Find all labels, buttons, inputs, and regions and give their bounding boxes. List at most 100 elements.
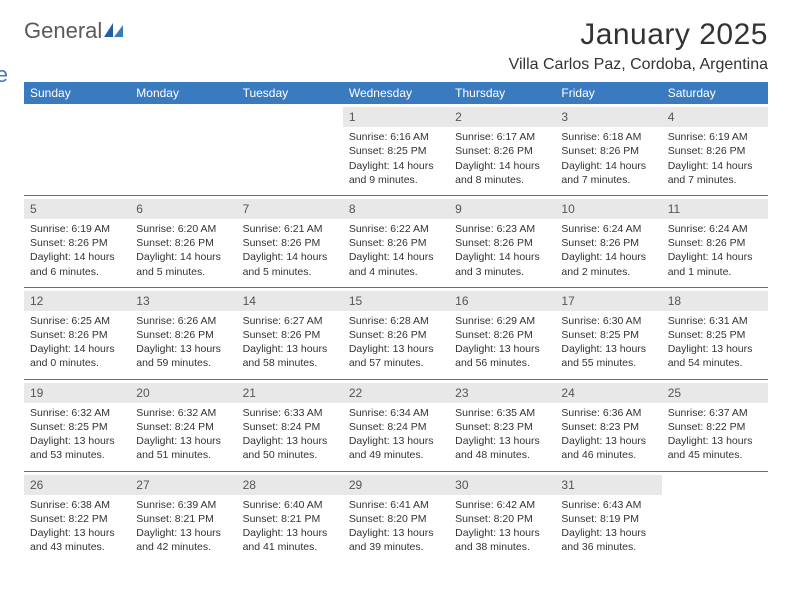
day-cell: 8Sunrise: 6:22 AMSunset: 8:26 PMDaylight…	[343, 196, 449, 287]
sunset-text: Sunset: 8:26 PM	[455, 328, 549, 342]
sunrise-text: Sunrise: 6:25 AM	[30, 314, 124, 328]
daylight-text-1: Daylight: 13 hours	[136, 342, 230, 356]
daylight-text-2: and 39 minutes.	[349, 540, 443, 554]
dow-cell: Wednesday	[343, 82, 449, 104]
day-number: 10	[555, 199, 661, 219]
daylight-text-2: and 2 minutes.	[561, 265, 655, 279]
day-number: 3	[555, 107, 661, 127]
daylight-text-1: Daylight: 13 hours	[30, 434, 124, 448]
daylight-text-2: and 58 minutes.	[243, 356, 337, 370]
day-number: 26	[24, 475, 130, 495]
daylight-text-1: Daylight: 14 hours	[30, 250, 124, 264]
sunrise-text: Sunrise: 6:39 AM	[136, 498, 230, 512]
day-number: 14	[237, 291, 343, 311]
header-row: General Blue January 2025 Villa Carlos P…	[24, 18, 768, 74]
day-cell: 23Sunrise: 6:35 AMSunset: 8:23 PMDayligh…	[449, 380, 555, 471]
daylight-text-1: Daylight: 13 hours	[455, 342, 549, 356]
sunrise-text: Sunrise: 6:40 AM	[243, 498, 337, 512]
sunset-text: Sunset: 8:24 PM	[349, 420, 443, 434]
day-number: 13	[130, 291, 236, 311]
sunset-text: Sunset: 8:26 PM	[136, 328, 230, 342]
daylight-text-1: Daylight: 13 hours	[349, 342, 443, 356]
sunrise-text: Sunrise: 6:34 AM	[349, 406, 443, 420]
day-cell: 6Sunrise: 6:20 AMSunset: 8:26 PMDaylight…	[130, 196, 236, 287]
daylight-text-1: Daylight: 13 hours	[561, 342, 655, 356]
daylight-text-2: and 1 minute.	[668, 265, 762, 279]
daylight-text-1: Daylight: 13 hours	[455, 526, 549, 540]
brand-logo: General Blue	[24, 18, 125, 70]
daylight-text-1: Daylight: 13 hours	[243, 342, 337, 356]
daylight-text-1: Daylight: 14 hours	[349, 159, 443, 173]
sunrise-text: Sunrise: 6:24 AM	[668, 222, 762, 236]
sunset-text: Sunset: 8:26 PM	[136, 236, 230, 250]
daylight-text-2: and 3 minutes.	[455, 265, 549, 279]
week-row: 5Sunrise: 6:19 AMSunset: 8:26 PMDaylight…	[24, 195, 768, 287]
day-cell: 24Sunrise: 6:36 AMSunset: 8:23 PMDayligh…	[555, 380, 661, 471]
dow-cell: Saturday	[662, 82, 768, 104]
daylight-text-1: Daylight: 14 hours	[455, 250, 549, 264]
sunset-text: Sunset: 8:25 PM	[668, 328, 762, 342]
sunset-text: Sunset: 8:26 PM	[561, 144, 655, 158]
day-cell: 4Sunrise: 6:19 AMSunset: 8:26 PMDaylight…	[662, 104, 768, 195]
empty-cell: .	[24, 104, 130, 195]
sunrise-text: Sunrise: 6:41 AM	[349, 498, 443, 512]
day-number: 23	[449, 383, 555, 403]
sunset-text: Sunset: 8:26 PM	[668, 144, 762, 158]
daylight-text-2: and 57 minutes.	[349, 356, 443, 370]
day-number: 4	[662, 107, 768, 127]
sunset-text: Sunset: 8:26 PM	[30, 328, 124, 342]
dow-cell: Tuesday	[237, 82, 343, 104]
sunrise-text: Sunrise: 6:24 AM	[561, 222, 655, 236]
daylight-text-2: and 38 minutes.	[455, 540, 549, 554]
daylight-text-2: and 8 minutes.	[455, 173, 549, 187]
day-number: 7	[237, 199, 343, 219]
daylight-text-2: and 53 minutes.	[30, 448, 124, 462]
sunrise-text: Sunrise: 6:36 AM	[561, 406, 655, 420]
sunset-text: Sunset: 8:21 PM	[136, 512, 230, 526]
empty-cell: .	[237, 104, 343, 195]
sunrise-text: Sunrise: 6:19 AM	[668, 130, 762, 144]
sunrise-text: Sunrise: 6:17 AM	[455, 130, 549, 144]
daylight-text-2: and 36 minutes.	[561, 540, 655, 554]
empty-cell: .	[130, 104, 236, 195]
day-number: 29	[343, 475, 449, 495]
weeks-container: ...1Sunrise: 6:16 AMSunset: 8:25 PMDayli…	[24, 104, 768, 562]
daylight-text-1: Daylight: 13 hours	[349, 526, 443, 540]
day-cell: 11Sunrise: 6:24 AMSunset: 8:26 PMDayligh…	[662, 196, 768, 287]
sunrise-text: Sunrise: 6:26 AM	[136, 314, 230, 328]
month-title: January 2025	[509, 18, 768, 52]
day-cell: 28Sunrise: 6:40 AMSunset: 8:21 PMDayligh…	[237, 472, 343, 563]
day-cell: 2Sunrise: 6:17 AMSunset: 8:26 PMDaylight…	[449, 104, 555, 195]
day-cell: 21Sunrise: 6:33 AMSunset: 8:24 PMDayligh…	[237, 380, 343, 471]
sunset-text: Sunset: 8:26 PM	[30, 236, 124, 250]
sunset-text: Sunset: 8:25 PM	[349, 144, 443, 158]
daylight-text-2: and 6 minutes.	[30, 265, 124, 279]
day-of-week-header: SundayMondayTuesdayWednesdayThursdayFrid…	[24, 82, 768, 104]
sunset-text: Sunset: 8:26 PM	[243, 236, 337, 250]
daylight-text-2: and 54 minutes.	[668, 356, 762, 370]
daylight-text-1: Daylight: 14 hours	[668, 250, 762, 264]
sunset-text: Sunset: 8:22 PM	[668, 420, 762, 434]
daylight-text-2: and 49 minutes.	[349, 448, 443, 462]
day-number: 15	[343, 291, 449, 311]
calendar-page: General Blue January 2025 Villa Carlos P…	[0, 0, 792, 562]
daylight-text-1: Daylight: 13 hours	[455, 434, 549, 448]
daylight-text-1: Daylight: 13 hours	[30, 526, 124, 540]
day-cell: 1Sunrise: 6:16 AMSunset: 8:25 PMDaylight…	[343, 104, 449, 195]
daylight-text-2: and 7 minutes.	[561, 173, 655, 187]
daylight-text-2: and 46 minutes.	[561, 448, 655, 462]
daylight-text-2: and 45 minutes.	[668, 448, 762, 462]
week-row: 26Sunrise: 6:38 AMSunset: 8:22 PMDayligh…	[24, 471, 768, 563]
day-number: 11	[662, 199, 768, 219]
sunset-text: Sunset: 8:25 PM	[561, 328, 655, 342]
day-cell: 13 Sunrise: 6:26 AMSunset: 8:26 PMDayligh…	[130, 288, 236, 379]
daylight-text-1: Daylight: 14 hours	[455, 159, 549, 173]
day-cell: 18Sunrise: 6:31 AMSunset: 8:25 PMDayligh…	[662, 288, 768, 379]
day-number: 19	[24, 383, 130, 403]
sunset-text: Sunset: 8:23 PM	[455, 420, 549, 434]
day-number: 1	[343, 107, 449, 127]
sunrise-text: Sunrise: 6:29 AM	[455, 314, 549, 328]
day-cell: 30Sunrise: 6:42 AMSunset: 8:20 PMDayligh…	[449, 472, 555, 563]
daylight-text-2: and 59 minutes.	[136, 356, 230, 370]
day-number: 16	[449, 291, 555, 311]
